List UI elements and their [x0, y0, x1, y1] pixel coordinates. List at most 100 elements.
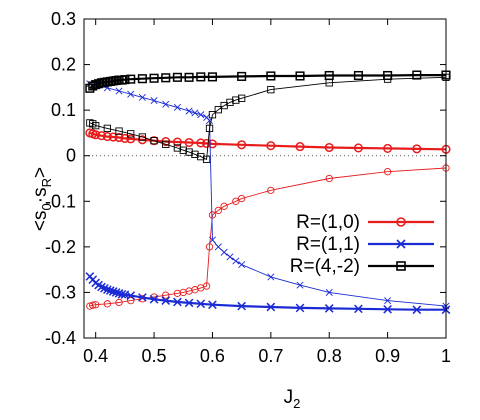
series-2-thin-point — [179, 146, 187, 154]
series-2-thick-point — [207, 72, 218, 82]
series-0-thick-point — [196, 138, 206, 148]
series-2-thick-point — [161, 73, 171, 83]
series-0-thin-point — [162, 291, 170, 299]
series-0-thick-point — [207, 139, 218, 149]
series-0-thick-point — [149, 136, 159, 146]
series-1-thick-point — [237, 301, 246, 311]
series-1-thick-point — [184, 298, 194, 308]
series-2-thick-point — [324, 70, 334, 81]
legend-marker-2 — [396, 261, 406, 271]
series-1-thick-point — [108, 287, 118, 296]
series-0-thin-point — [173, 289, 182, 297]
series-2-thin-point — [173, 144, 182, 152]
series-0-thick-point — [324, 142, 334, 153]
series-2-thin-point — [191, 150, 199, 158]
series-0-thin-point — [103, 300, 112, 308]
series-0-thick-point — [161, 137, 171, 147]
series-0-thick-point — [126, 134, 136, 144]
x-tick-label: 0.5 — [142, 346, 167, 366]
series-2-thick-point — [149, 73, 159, 83]
series-0-thin-point — [214, 206, 222, 215]
series-0-thick-point — [295, 142, 305, 152]
series-2-thin-point — [162, 140, 170, 148]
series-2-thin-point — [267, 85, 275, 94]
series-1-thin-point — [325, 288, 333, 296]
series-2-thin-point — [232, 96, 240, 104]
series-2-thin-point — [115, 127, 123, 135]
series-1-thick-point — [295, 303, 305, 313]
series-1-thin-point — [214, 243, 222, 251]
series-0-thick-point — [412, 144, 422, 154]
series-1-thin-point — [296, 281, 304, 289]
series-1-thin-point — [115, 87, 123, 95]
y-axis-title-part-1: <s — [30, 210, 51, 231]
series-0-thin-point — [232, 197, 240, 205]
x-axis-title: J2 — [284, 387, 301, 411]
y-tick-label: 0.1 — [51, 100, 76, 120]
series-2-thick-point — [237, 71, 247, 81]
x-tick-label: 0.8 — [317, 346, 342, 366]
series-0-thin-point — [325, 174, 333, 183]
series-2-thick-point — [184, 72, 194, 82]
series-0-thin-point — [115, 298, 123, 307]
series-2-thin-point — [127, 130, 135, 138]
series-1-thin-point — [384, 297, 392, 305]
series-1-thick-point — [354, 304, 363, 314]
series-0-thick-point — [237, 140, 247, 150]
series-1-thick-point — [324, 304, 334, 313]
y-tick-label: -0.3 — [45, 282, 76, 302]
series-1-thin-line — [89, 83, 447, 307]
series-2-thin-point — [205, 124, 214, 133]
series-2-thick-point — [196, 72, 206, 82]
legend: R=(1,0)R=(1,1)R=(4,-2) — [290, 212, 434, 277]
series-1-thin-point — [138, 93, 146, 101]
series-1-thick-point — [103, 285, 112, 295]
series-2-thin-point — [185, 148, 193, 156]
y-tick-label: 0.2 — [51, 55, 76, 75]
series-0-thick-line — [89, 131, 447, 151]
series-1-thin-point — [185, 107, 193, 115]
series-1-thick-point — [126, 291, 136, 300]
legend-label-1: R=(1,1) — [296, 234, 360, 255]
series-0-thick-point — [91, 130, 101, 140]
y-tick-label: 0 — [66, 146, 76, 166]
series-1-thin-point — [162, 100, 170, 108]
series-0-thick-point — [114, 132, 124, 143]
series-0-thin-point — [92, 301, 100, 309]
series-2-thin-point — [226, 98, 234, 107]
series-0-thick-point — [102, 132, 112, 142]
series-2-thick-point — [266, 71, 276, 81]
series-2-thin-point — [197, 152, 205, 161]
legend-marker-1 — [396, 239, 406, 249]
series-1-thin-point — [232, 257, 240, 265]
series-1-thick-point — [138, 293, 147, 302]
series-2-thin-point — [208, 111, 217, 119]
series-2-thick-point — [353, 70, 363, 81]
series-2-thin-point — [103, 124, 112, 133]
series-2-thin-point — [150, 137, 158, 145]
legend-marker-0 — [396, 217, 406, 227]
series-layer — [85, 70, 451, 315]
series-1-thick-point — [105, 286, 115, 295]
y-axis-title: <s0·sR> — [30, 167, 54, 231]
series-1-thick-point — [117, 289, 127, 299]
legend-label-0: R=(1,0) — [296, 212, 360, 233]
series-0-thin-point — [220, 202, 228, 210]
series-2-thin-point — [92, 121, 100, 130]
series-1-thick-point — [208, 300, 217, 310]
series-1-thin-point — [127, 90, 135, 98]
y-axis-title-sub-0: 0 — [39, 203, 54, 210]
series-0-thick-point — [353, 143, 363, 153]
series-1-thin-point — [191, 109, 199, 117]
series-1-thick-point — [383, 304, 392, 314]
x-axis-title-main: J — [284, 387, 294, 408]
series-2-thick-point — [412, 70, 422, 80]
series-0-thick-point — [108, 132, 118, 142]
series-1-thick-point — [161, 296, 171, 305]
y-axis-title-part-2: ·s — [30, 187, 51, 203]
y-tick-label: -0.2 — [45, 237, 76, 257]
plot-frame — [83, 18, 447, 339]
x-tick-label: 0.7 — [258, 346, 283, 366]
series-2-thick-point — [172, 72, 182, 82]
